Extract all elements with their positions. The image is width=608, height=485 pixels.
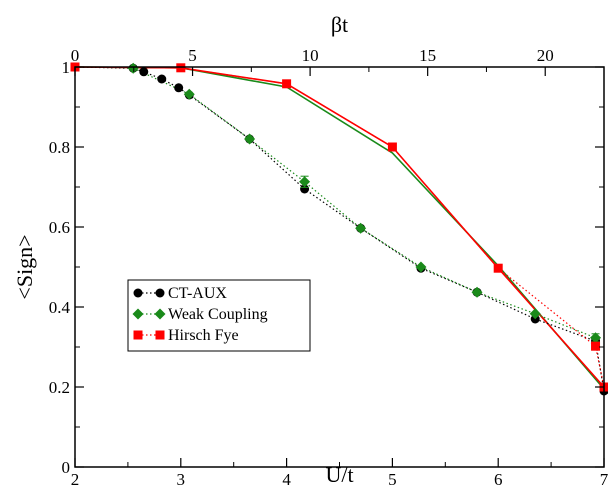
x-axis-title: U/t	[325, 462, 353, 485]
top-x-tick-label: 20	[537, 46, 554, 65]
legend-hirsch-fye-marker	[133, 330, 143, 340]
top-x-axis-title: βt	[331, 12, 348, 37]
y-tick-label: 0.6	[49, 218, 70, 237]
weak-coupling-point	[471, 286, 483, 298]
x-tick-label: 6	[494, 470, 503, 485]
weak-coupling-point	[183, 88, 195, 100]
x-tick-label: 4	[282, 470, 291, 485]
weak-coupling-point	[127, 62, 139, 74]
legend-weak-coupling-marker	[154, 308, 166, 320]
y-tick-label: 0.4	[49, 298, 71, 317]
x-tick-label: 7	[600, 470, 608, 485]
ct-aux-point	[174, 83, 184, 93]
top-x-tick-label: 0	[71, 46, 80, 65]
x-tick-label: 3	[177, 470, 186, 485]
hirsch-fye-point	[176, 63, 186, 73]
top-x-tick-label: 15	[419, 46, 436, 65]
weak-coupling-point	[299, 176, 311, 188]
legend-hirsch-fye-marker	[155, 330, 165, 340]
y-tick-label: 0	[62, 458, 71, 477]
weak-coupling-point	[415, 261, 427, 273]
x-tick-label: 5	[388, 470, 397, 485]
y-tick-label: 0.8	[49, 138, 70, 157]
y-tick-label: 1	[62, 58, 71, 77]
markers-layer	[70, 62, 608, 396]
ct-aux-point	[139, 67, 149, 77]
hirsch-fye-point	[493, 263, 503, 273]
hirsch-fye-point	[387, 142, 397, 152]
weak-coupling-point	[590, 332, 602, 344]
legend-ct-aux-marker	[155, 288, 165, 298]
legend-ct-aux-marker	[133, 288, 143, 298]
ticks-layer: 2 3 4 5 6 700.20.40.60.810 5 10 15 20	[49, 46, 608, 485]
hirsch-fye-point	[591, 341, 601, 351]
ct-aux-point	[157, 74, 167, 84]
y-axis-title: <Sign>	[12, 234, 37, 299]
hirsch-fye-point	[282, 79, 292, 89]
legend-weak-coupling-label: Weak Coupling	[168, 306, 268, 323]
top-x-tick-label: 5	[188, 46, 197, 65]
ct-aux-point	[300, 184, 310, 194]
legend-hirsch-fye-label: Hirsch Fye	[168, 327, 239, 344]
legend-ct-aux-label: CT-AUX	[168, 285, 227, 302]
legend: CT-AUX Weak Coupling Hirsch Fye	[127, 279, 311, 352]
y-tick-label: 0.2	[49, 378, 70, 397]
weak-coupling-point	[244, 133, 256, 145]
weak-coupling-point	[355, 222, 367, 234]
top-x-tick-label: 10	[302, 46, 319, 65]
legend-weak-coupling-marker	[132, 308, 144, 320]
x-tick-label: 2	[71, 470, 80, 485]
weak-coupling-point	[529, 308, 541, 320]
